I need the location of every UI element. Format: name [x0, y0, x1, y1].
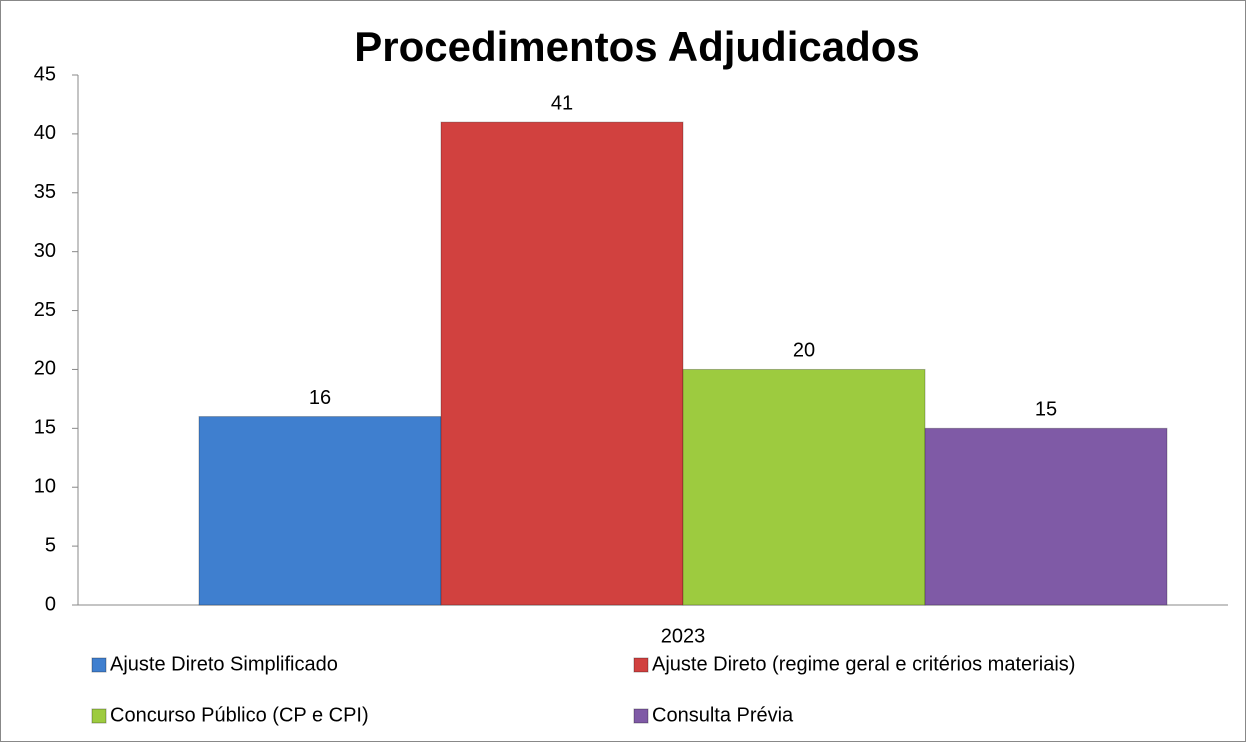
y-tick-label: 5	[45, 534, 56, 556]
data-label: 16	[309, 387, 331, 409]
y-tick-label: 25	[34, 299, 56, 321]
legend-label: Concurso Público (CP e CPI)	[110, 704, 369, 726]
y-tick-label: 40	[34, 122, 56, 144]
data-label: 15	[1035, 399, 1057, 421]
legend-label: Consulta Prévia	[652, 704, 794, 726]
chart-title: Procedimentos Adjudicados	[354, 23, 920, 70]
legend-swatch	[91, 708, 107, 724]
bar	[682, 368, 926, 606]
y-tick-label: 35	[34, 181, 56, 203]
y-tick-label: 30	[34, 240, 56, 262]
legend-swatch	[633, 657, 649, 673]
data-label: 41	[551, 92, 573, 114]
y-tick-label: 0	[45, 593, 56, 615]
legend-label: Ajuste Direto (regime geral e critérios …	[652, 653, 1075, 675]
legend-swatch	[91, 657, 107, 673]
legend-swatch	[633, 708, 649, 724]
y-tick-label: 45	[34, 63, 56, 85]
y-tick-label: 15	[34, 417, 56, 439]
bar	[198, 416, 442, 606]
y-tick-label: 10	[34, 476, 56, 498]
x-tick-label: 2023	[661, 625, 706, 647]
legend-label: Ajuste Direto Simplificado	[110, 653, 338, 675]
bar	[440, 121, 684, 606]
data-label: 20	[793, 340, 815, 362]
bar	[924, 427, 1168, 606]
y-tick-label: 20	[34, 358, 56, 380]
